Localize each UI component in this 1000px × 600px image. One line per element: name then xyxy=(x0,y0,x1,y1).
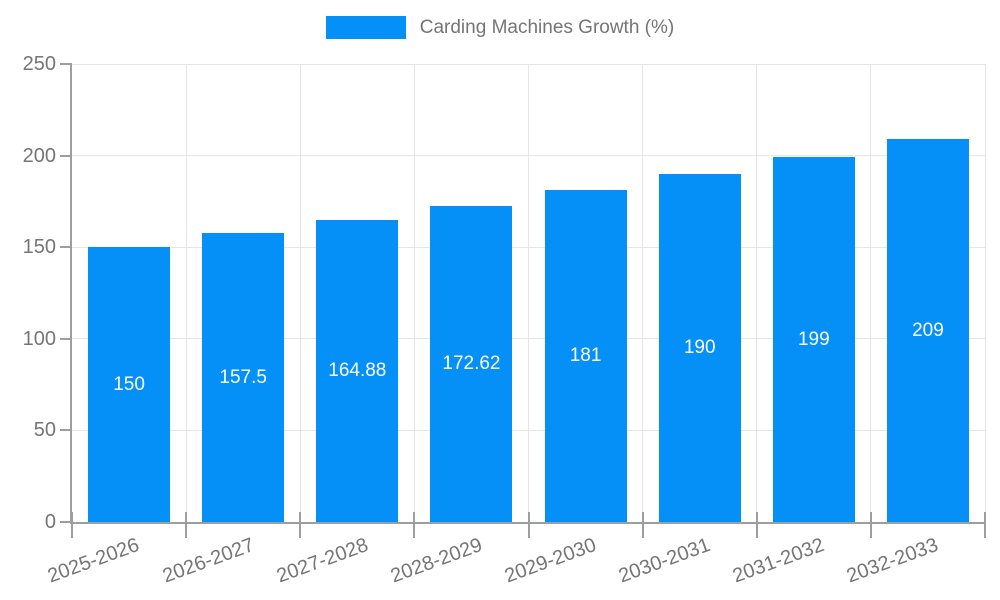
bar: 181 xyxy=(544,190,627,522)
x-axis-tick xyxy=(299,512,302,538)
y-axis-line xyxy=(70,64,72,522)
gridline-vertical xyxy=(870,64,872,522)
x-tick-label: 2029-2030 xyxy=(501,534,600,588)
bar: 190 xyxy=(658,173,741,522)
y-tick-label: 200 xyxy=(22,144,56,167)
x-axis-tick xyxy=(641,512,644,538)
gridline-vertical xyxy=(413,64,415,522)
y-tick-label: 250 xyxy=(22,53,56,75)
legend-label: Carding Machines Growth (%) xyxy=(419,16,675,38)
bar: 164.88 xyxy=(316,219,399,522)
x-axis-tick xyxy=(984,512,986,538)
bar-value-label: 172.62 xyxy=(442,352,501,374)
bar-value-label: 164.88 xyxy=(328,359,387,381)
x-tick-label: 2030-2031 xyxy=(615,534,714,588)
bar-value-label: 199 xyxy=(797,328,830,350)
y-axis-tick xyxy=(60,154,72,157)
bar-value-label: 157.5 xyxy=(219,366,267,388)
bar: 157.5 xyxy=(202,233,285,522)
x-axis-tick xyxy=(71,512,73,538)
bar: 172.62 xyxy=(430,205,513,522)
x-axis-tick xyxy=(413,512,416,538)
y-axis-tick xyxy=(60,429,72,432)
bar-value-label: 150 xyxy=(113,373,145,395)
x-tick-label: 2025-2026 xyxy=(45,534,143,588)
bar: 209 xyxy=(886,139,969,522)
gridline-vertical xyxy=(756,64,758,522)
x-axis-tick xyxy=(527,512,530,538)
y-axis-tick xyxy=(60,521,72,523)
x-tick-label: 2031-2032 xyxy=(729,534,828,588)
x-tick-label: 2032-2033 xyxy=(844,534,942,588)
y-axis-tick xyxy=(60,63,72,65)
gridline-vertical xyxy=(185,64,187,522)
x-axis-tick xyxy=(755,512,758,538)
bar-value-label: 181 xyxy=(569,345,602,367)
chart-legend: Carding Machines Growth (%) xyxy=(0,16,1000,39)
gridline-vertical xyxy=(299,64,301,522)
y-tick-label: 150 xyxy=(22,236,56,259)
x-tick-label: 2026-2027 xyxy=(159,534,257,588)
x-tick-label: 2027-2028 xyxy=(273,534,371,588)
plot-area: 0 50 100 150 200 250 150 2025-2026 157.5 2026-202… xyxy=(23,54,986,587)
gridline-vertical xyxy=(642,64,644,522)
x-tick-label: 2028-2029 xyxy=(387,534,485,588)
y-tick-label: 50 xyxy=(33,419,56,442)
bar: 150 xyxy=(88,247,171,522)
y-axis-tick xyxy=(60,246,72,249)
bar: 199 xyxy=(772,157,855,522)
x-axis-tick xyxy=(185,512,188,538)
y-axis-tick xyxy=(60,337,72,340)
legend-swatch xyxy=(325,16,406,39)
gridline-vertical xyxy=(984,64,986,522)
bar-value-label: 209 xyxy=(912,319,944,341)
y-tick-label: 0 xyxy=(44,511,56,533)
gridline-vertical xyxy=(528,64,529,522)
bar-value-label: 190 xyxy=(683,336,716,358)
y-tick-label: 100 xyxy=(22,327,56,350)
x-axis-tick xyxy=(869,512,872,538)
